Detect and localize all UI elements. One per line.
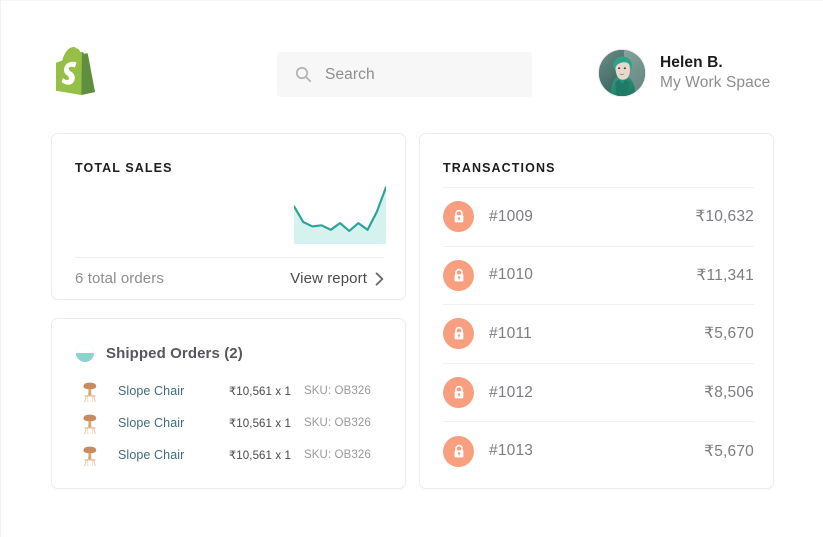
total-sales-card: TOTAL SALES ₹15,452 6 total orders View … (51, 133, 406, 372)
transactions-card: TRANSACTIONS #1009 ₹10,632 (419, 133, 774, 489)
product-list: Slope Chair ₹10,561 x 1 SKU: OB326 (75, 375, 386, 471)
transaction-amount: ₹5,670 (704, 325, 754, 343)
product-price: ₹10,561 x 1 (228, 418, 291, 430)
product-price: ₹10,561 x 1 (228, 450, 291, 462)
total-sales-title: TOTAL SALES (75, 161, 173, 175)
transaction-id: #1011 (489, 324, 532, 342)
total-sales-footer: 6 total orders View report (75, 270, 384, 287)
lock-icon (443, 259, 474, 291)
list-item[interactable]: Slope Chair ₹10,561 x 1 SKU: OB326 (75, 439, 386, 471)
view-report-label: View report (290, 270, 367, 287)
shipped-orders-title: Shipped Orders (2) (106, 344, 243, 362)
chair-thumbnail-icon (75, 440, 105, 470)
lock-icon (443, 318, 474, 350)
transactions-title: TRANSACTIONS (443, 161, 556, 175)
shipped-orders-card: Shipped Orders (2) Slope Chair (51, 318, 406, 489)
product-sku: SKU: OB326 (304, 417, 371, 429)
transaction-amount: ₹8,506 (704, 384, 754, 402)
transaction-amount: ₹5,670 (704, 442, 754, 460)
product-sku: SKU: OB326 (304, 449, 371, 461)
orders-count: 6 total orders (75, 270, 164, 287)
transactions-list: #1009 ₹10,632 #1010 ₹11,341 (443, 187, 754, 480)
chair-thumbnail-icon (75, 376, 105, 406)
table-row[interactable]: #1010 ₹11,341 (443, 245, 754, 305)
search-box[interactable] (277, 52, 532, 97)
search-input[interactable] (325, 65, 532, 84)
list-item[interactable]: Slope Chair ₹10,561 x 1 SKU: OB326 (75, 407, 386, 439)
lock-icon (443, 201, 474, 233)
lock-icon (443, 435, 474, 467)
transaction-id: #1012 (489, 383, 534, 401)
product-name[interactable]: Slope Chair (118, 416, 185, 430)
sales-sparkline-chart (294, 182, 386, 244)
chevron-right-icon (375, 271, 384, 286)
list-item[interactable]: Slope Chair ₹10,561 x 1 SKU: OB326 (75, 375, 386, 407)
user-menu[interactable]: Helen B. My Work Space (598, 49, 770, 97)
product-price: ₹10,561 x 1 (228, 386, 291, 398)
table-row[interactable]: #1012 ₹8,506 (443, 362, 754, 422)
shipped-orders-header: Shipped Orders (2) (75, 343, 243, 363)
lock-icon (443, 377, 474, 409)
top-bar: Helen B. My Work Space (1, 1, 823, 119)
transaction-id: #1009 (489, 207, 534, 225)
transaction-id: #1010 (489, 266, 534, 284)
product-name[interactable]: Slope Chair (118, 448, 185, 462)
table-row[interactable]: #1013 ₹5,670 (443, 421, 754, 480)
user-workspace: My Work Space (660, 73, 771, 91)
view-report-link[interactable]: View report (290, 270, 384, 287)
user-name: Helen B. (660, 54, 723, 72)
fulfillment-partial-icon (75, 343, 95, 363)
chair-thumbnail-icon (75, 408, 105, 438)
search-icon (295, 66, 312, 83)
transaction-amount: ₹10,632 (695, 208, 754, 226)
table-row[interactable]: #1009 ₹10,632 (443, 187, 754, 246)
product-name[interactable]: Slope Chair (118, 384, 185, 398)
transaction-id: #1013 (489, 442, 534, 460)
table-row[interactable]: #1011 ₹5,670 (443, 304, 754, 363)
transaction-amount: ₹11,341 (696, 266, 754, 284)
divider (75, 257, 384, 258)
avatar[interactable] (598, 49, 646, 97)
product-sku: SKU: OB326 (304, 385, 371, 397)
shopify-logo[interactable] (56, 46, 100, 96)
user-text: Helen B. My Work Space (660, 54, 770, 92)
